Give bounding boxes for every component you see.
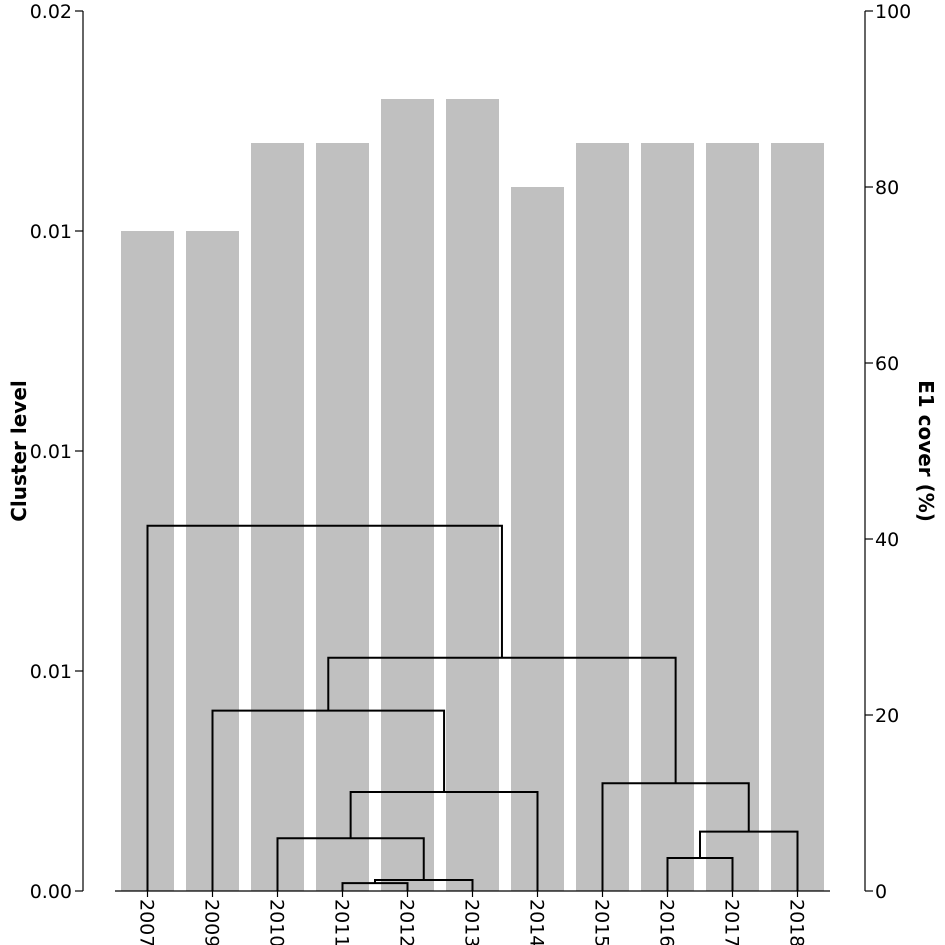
x-tick-label-2016: 2016 xyxy=(656,899,678,945)
x-tick-label-2014: 2014 xyxy=(526,899,548,945)
x-tick-label-2011: 2011 xyxy=(331,899,353,945)
bar-2010 xyxy=(251,143,304,891)
left-tick-label: 0.01 xyxy=(30,221,72,243)
dendrogram xyxy=(146,524,799,891)
bar-2012 xyxy=(381,99,434,891)
right-tick-label: 20 xyxy=(875,705,899,727)
bar-2016 xyxy=(641,143,694,891)
right-tick-label: 60 xyxy=(875,353,899,375)
right-tick-label: 40 xyxy=(875,529,899,551)
x-tick-label-2018: 2018 xyxy=(786,899,808,945)
x-tick-label-2007: 2007 xyxy=(136,899,158,945)
bar-2011 xyxy=(316,143,369,891)
right-tick-label: 0 xyxy=(875,881,887,903)
left-tick-label: 0.02 xyxy=(30,1,72,23)
x-tick-label-2017: 2017 xyxy=(721,899,743,945)
x-tick-label-2012: 2012 xyxy=(396,899,418,945)
left-tick-label: 0.01 xyxy=(30,661,72,683)
bar-2015 xyxy=(576,143,629,891)
bar-2018 xyxy=(771,143,824,891)
x-tick-label-2013: 2013 xyxy=(461,899,483,945)
left-tick-label: 0.00 xyxy=(30,881,72,903)
dendrogram-link-2007-2009-2018 xyxy=(146,524,503,891)
right-axis-title: E1 cover (%) xyxy=(914,380,938,522)
x-tick-label-2015: 2015 xyxy=(591,899,613,945)
x-tick-label-2010: 2010 xyxy=(266,899,288,945)
left-axis-title: Cluster level xyxy=(7,380,31,522)
bar-2017 xyxy=(706,143,759,891)
axes-layer: 0.00 0.01 0.01 0.01 0.02 0 20 40 60 80 100 2007 2009… xyxy=(30,1,912,945)
dendrogram-link-2010-2013-2014 xyxy=(349,791,539,891)
bar-2014 xyxy=(511,187,564,891)
bars-layer xyxy=(121,99,824,891)
right-tick-label: 80 xyxy=(875,177,899,199)
x-tick-label-2009: 2009 xyxy=(201,899,223,945)
left-tick-label: 0.01 xyxy=(30,441,72,463)
bar-2013 xyxy=(446,99,499,891)
right-tick-label: 100 xyxy=(875,1,911,23)
